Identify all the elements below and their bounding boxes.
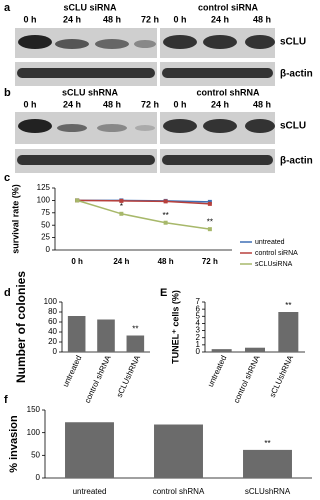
x-tick-label: sCLUshRNA: [245, 487, 291, 496]
y-tick-label: 80: [48, 307, 57, 316]
y-tick-label: 75: [41, 208, 50, 217]
point: [163, 220, 168, 225]
bar: [211, 349, 232, 352]
blot-time-label: 24 h: [63, 99, 81, 109]
y-tick-label: 4: [196, 319, 201, 328]
panel-label: d: [4, 287, 11, 299]
blot-time-label: 0 h: [23, 99, 36, 109]
legend-label: sCLUsiRNA: [255, 261, 293, 268]
y-tick-label: 5: [196, 311, 201, 320]
blot-header: control siRNA: [198, 2, 259, 12]
significance-label: **: [285, 301, 291, 310]
legend-label: control siRNA: [255, 250, 298, 257]
panel-label: E: [160, 287, 167, 299]
x-tick-label: 72 h: [202, 257, 218, 266]
blot-header: control shRNA: [197, 87, 261, 97]
point: [163, 199, 168, 204]
significance-label: **: [132, 325, 138, 334]
blot-time-label: 0 h: [173, 99, 186, 109]
point: [119, 211, 124, 216]
y-tick-label: 0: [36, 473, 41, 482]
blot-row-label: β-actin: [280, 69, 313, 80]
blot-header: sCLU siRNA: [63, 2, 117, 12]
y-tick-label: 50: [41, 220, 50, 229]
blot-row-label: sCLU: [280, 121, 306, 132]
line: [77, 199, 210, 205]
y-tick-label: 0: [53, 347, 58, 356]
x-tick-label: sCLUshRNA: [268, 353, 296, 399]
line: [76, 199, 210, 230]
point: [207, 201, 212, 206]
y-tick-label: 1: [196, 340, 201, 349]
panel-label: b: [4, 87, 11, 99]
bar: [278, 312, 299, 352]
blot-time-label: 24 h: [211, 99, 229, 109]
blot-time-label: 48 h: [253, 14, 271, 24]
blot-image: [15, 112, 275, 173]
x-tick-label: sCLUshRNA: [115, 353, 143, 399]
y-tick-label: 25: [41, 233, 50, 242]
x-tick-label: control shRNA: [83, 353, 113, 404]
bar: [126, 335, 145, 352]
y-axis-label: survival rate (%): [10, 184, 20, 254]
y-tick-label: 100: [27, 428, 41, 437]
bar: [245, 347, 265, 352]
significance-label: **: [264, 439, 270, 448]
y-tick-label: 60: [48, 317, 57, 326]
blot-time-label: 72 h: [141, 14, 159, 24]
significance-label: **: [207, 217, 213, 226]
blot-time-label: 48 h: [253, 99, 271, 109]
significance-label: **: [163, 211, 169, 220]
significance-label: *: [120, 202, 123, 211]
x-tick-label: untreated: [206, 354, 228, 388]
y-tick-label: 7: [196, 297, 201, 306]
blot-row-label: sCLU: [280, 37, 306, 48]
blot-time-label: 48 h: [103, 99, 121, 109]
y-tick-label: 3: [196, 326, 201, 335]
blot-time-label: 72 h: [141, 99, 159, 109]
point: [75, 198, 80, 203]
y-axis-label: Number of colonies: [14, 271, 28, 383]
x-tick-label: control shRNA: [232, 353, 262, 404]
y-tick-label: 2: [196, 333, 201, 342]
bar: [154, 424, 203, 478]
blot-time-label: 48 h: [103, 14, 121, 24]
bar: [97, 319, 115, 352]
point: [207, 227, 212, 232]
bar: [65, 422, 114, 478]
x-tick-label: 24 h: [113, 257, 129, 266]
y-tick-label: 0: [196, 347, 201, 356]
panel-label: c: [4, 172, 10, 184]
x-tick-label: 48 h: [158, 257, 174, 266]
blot-time-label: 0 h: [173, 14, 186, 24]
y-tick-label: 150: [27, 405, 41, 414]
y-tick-label: 0: [46, 245, 51, 254]
x-tick-label: untreated: [61, 354, 83, 388]
bar: [67, 316, 86, 352]
bar: [243, 449, 292, 478]
blot-row-label: β-actin: [280, 156, 313, 167]
panel-label: f: [4, 394, 8, 406]
blot-time-label: 24 h: [63, 14, 81, 24]
y-axis-label: % invasion: [8, 415, 20, 473]
x-tick-label: 0 h: [71, 257, 83, 266]
y-tick-label: 50: [31, 450, 40, 459]
y-tick-label: 6: [196, 304, 201, 313]
legend-label: untreated: [255, 239, 285, 246]
y-tick-label: 40: [48, 327, 57, 336]
panel-label: a: [4, 2, 11, 14]
y-tick-label: 100: [37, 196, 51, 205]
y-tick-label: 125: [37, 183, 51, 192]
y-tick-label: 100: [44, 297, 58, 306]
x-tick-label: control shRNA: [153, 487, 205, 496]
blot-image: [15, 28, 275, 86]
y-axis-label: TUNEL⁺ cells (%): [170, 290, 180, 364]
blot-time-label: 0 h: [23, 14, 36, 24]
point: [119, 198, 124, 203]
x-tick-label: untreated: [73, 487, 107, 496]
y-tick-label: 20: [48, 337, 57, 346]
blot-time-label: 24 h: [211, 14, 229, 24]
blot-header: sCLU shRNA: [62, 87, 119, 97]
